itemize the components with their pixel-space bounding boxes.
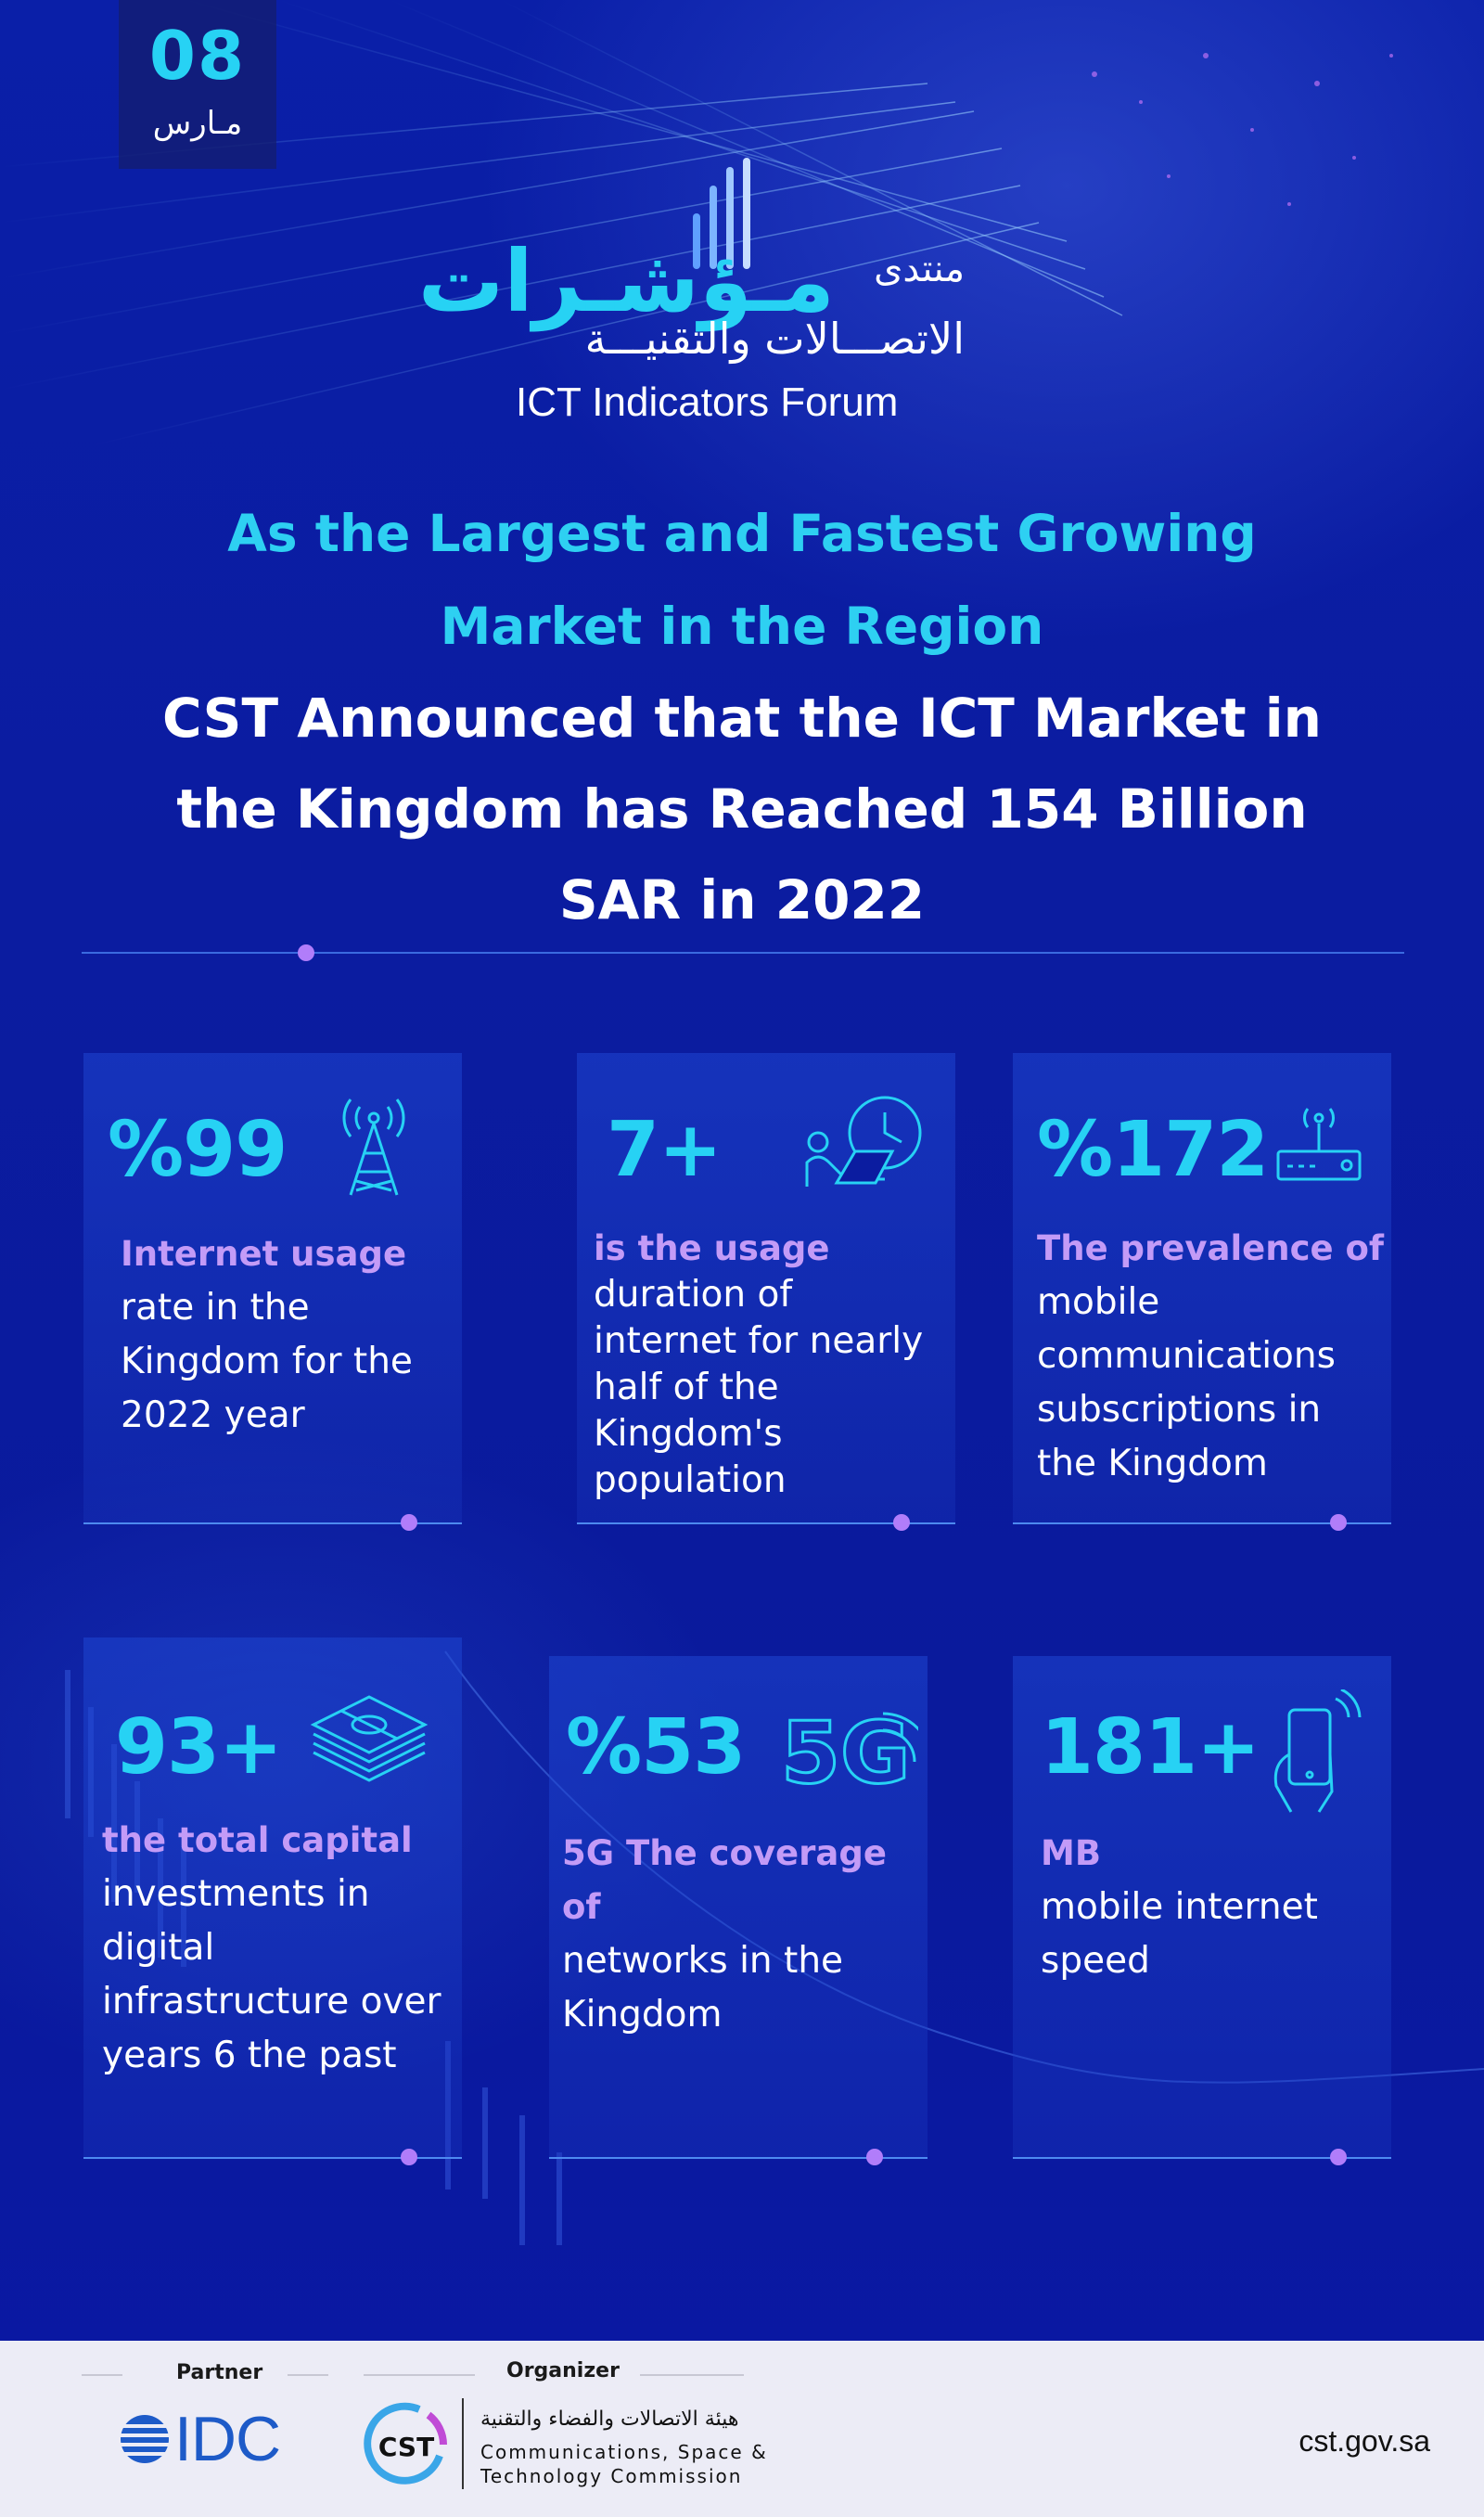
footer-rule <box>82 2374 122 2376</box>
desc-line: mobile <box>1037 1281 1160 1323</box>
stat-description: The prevalence of mobile communications … <box>1037 1222 1384 1491</box>
stat-highlight: The prevalence of <box>1037 1228 1385 1268</box>
date-badge: 08 مـارس <box>119 0 276 169</box>
person-laptop-clock-icon <box>800 1094 929 1196</box>
headline-line5: SAR in 2022 <box>558 868 926 931</box>
card-dot <box>401 1514 417 1531</box>
stat-card-mobile-speed: 181+ MB mobile internet speed <box>1013 1656 1391 2165</box>
date-day: 08 <box>148 17 247 95</box>
desc-line: Kingdom's <box>594 1413 783 1455</box>
stat-highlight: the total capital <box>102 1820 413 1860</box>
stat-highlight: 5G The coverage of <box>562 1833 887 1927</box>
stat-value: 181+ <box>1041 1703 1260 1791</box>
stat-card-usage-duration: 7+ is the usage duration of internet for… <box>577 1053 955 1531</box>
headline-line3: CST Announced that the ICT Market in <box>162 687 1322 750</box>
stat-value: %99 <box>108 1106 288 1194</box>
signal-bars-icon <box>693 158 750 269</box>
idc-logo: IDC <box>119 2408 304 2472</box>
desc-line: subscriptions in <box>1037 1389 1322 1431</box>
desc-line: the Kingdom <box>1037 1443 1268 1484</box>
card-dot <box>1330 1514 1347 1531</box>
forum-logo: مـؤشـرات منتدى الاتصـــالات والتقنيـــة … <box>418 158 1020 436</box>
card-dot <box>893 1514 910 1531</box>
stat-highlight: Internet usage <box>121 1234 407 1274</box>
cst-mark-icon: CST <box>364 2402 447 2485</box>
partner-label: Partner <box>176 2361 263 2384</box>
stat-card-5g-coverage: %53 5G 5G The coverage of networks in th… <box>549 1656 928 2165</box>
desc-line: communications <box>1037 1335 1336 1377</box>
desc-line: Kingdom for the <box>121 1341 413 1382</box>
headline-line2: Market in the Region <box>440 597 1044 656</box>
footer-rule <box>288 2374 328 2376</box>
stat-card-mobile-subscriptions: %172 The prevalence of mobile communicat… <box>1013 1053 1391 1531</box>
desc-line: digital <box>102 1927 215 1969</box>
headline-line1: As the Largest and Fastest Growing <box>227 504 1257 563</box>
desc-line: infrastructure over <box>102 1981 441 2023</box>
money-stack-icon <box>304 1669 434 1790</box>
divider-dot <box>298 944 314 961</box>
headline-line4: the Kingdom has Reached 154 Billion <box>176 777 1308 841</box>
cst-english-line2: Technology Commission <box>480 2465 743 2487</box>
stat-description: Internet usage rate in the Kingdom for t… <box>121 1227 413 1443</box>
logo-arabic-main: مـؤشـرات <box>417 232 835 331</box>
card-dot <box>401 2149 417 2165</box>
cst-arabic-name: هيئة الاتصالات والفضاء والتقنية <box>480 2408 739 2431</box>
5g-icon-text: 5G <box>781 1703 911 1795</box>
logo-english: ICT Indicators Forum <box>516 379 899 425</box>
stat-highlight: is the usage <box>594 1228 830 1268</box>
smartphone-hand-icon <box>1263 1689 1365 1819</box>
cst-logo: CST هيئة الاتصالات والفضاء والتقنية Comm… <box>364 2398 772 2500</box>
desc-line: rate in the <box>121 1287 310 1329</box>
stat-value: 93+ <box>115 1703 283 1791</box>
desc-line: years 6 the past <box>102 2035 397 2076</box>
desc-line: speed <box>1041 1940 1150 1982</box>
stat-value: 7+ <box>607 1106 723 1194</box>
idc-globe-icon <box>119 2415 171 2463</box>
footer: Partner Organizer IDC CST هيئة الاتصالات… <box>0 2341 1484 2517</box>
website-url[interactable]: cst.gov.sa <box>1298 2424 1430 2458</box>
organizer-label: Organizer <box>506 2359 620 2382</box>
stat-card-internet-usage: %99 Internet usage rate in the Kingdom f… <box>83 1053 462 1531</box>
desc-line: 2022 year <box>121 1394 305 1436</box>
divider-line <box>82 952 1404 954</box>
router-icon <box>1274 1103 1363 1187</box>
desc-line: networks in the <box>562 1940 844 1982</box>
desc-line: duration of <box>594 1274 793 1316</box>
desc-line: half of the <box>594 1367 779 1408</box>
stat-description: is the usage duration of internet for ne… <box>594 1226 923 1504</box>
stat-value: %172 <box>1037 1106 1269 1194</box>
desc-line: internet for nearly <box>594 1320 924 1362</box>
card-dot <box>1330 2149 1347 2165</box>
date-month: مـارس <box>152 105 243 142</box>
stat-card-capital-investments: 93+ the total capital investments in dig… <box>83 1637 462 2165</box>
stat-description: 5G The coverage of networks in the Kingd… <box>562 1827 928 2042</box>
5g-icon: 5G <box>779 1693 918 1795</box>
cst-separator <box>462 2398 464 2489</box>
footer-rule <box>364 2374 475 2376</box>
logo-arabic-line2: الاتصـــالات والتقنيـــة <box>584 314 965 364</box>
idc-logo-text: IDC <box>174 2404 281 2474</box>
cell-tower-icon <box>323 1098 425 1200</box>
cst-mark-text: CST <box>378 2432 434 2462</box>
cst-english-line1: Communications, Space & <box>480 2441 768 2463</box>
stat-value: %53 <box>566 1703 746 1791</box>
headline: As the Largest and Fastest Growing Marke… <box>37 487 1447 945</box>
logo-arabic-prefix: منتدى <box>874 248 965 290</box>
stat-description: MB mobile internet speed <box>1041 1827 1318 1988</box>
card-dot <box>866 2149 883 2165</box>
stat-description: the total capital investments in digital… <box>102 1814 441 2083</box>
desc-line: investments in <box>102 1873 370 1915</box>
footer-rule <box>640 2374 744 2376</box>
stat-highlight: MB <box>1041 1833 1102 1873</box>
desc-line: mobile internet <box>1041 1886 1318 1928</box>
desc-line: population <box>594 1459 787 1501</box>
desc-line: Kingdom <box>562 1994 723 2035</box>
